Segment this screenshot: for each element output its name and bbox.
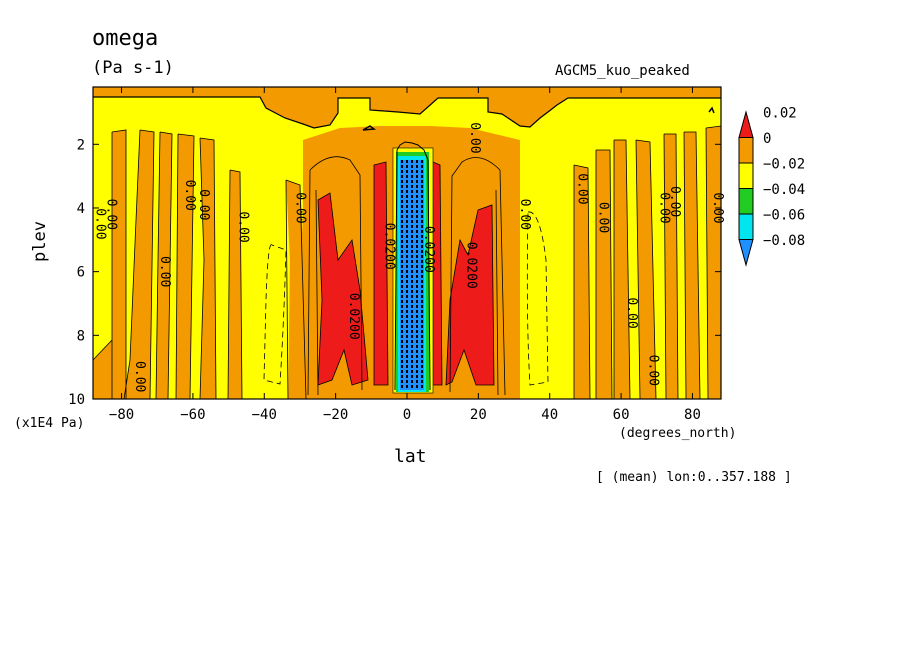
positive-column (614, 140, 630, 399)
colorbar-swatch (738, 239, 754, 267)
colorbar-swatch (738, 213, 754, 240)
positive-column (664, 134, 678, 399)
colorbar-swatch (738, 137, 754, 164)
colorbar-label: 0.02 (763, 106, 797, 122)
contour-label: 0.00 (467, 122, 482, 153)
strong-positive-region (317, 192, 369, 386)
contour-label: 0.00 (235, 211, 250, 242)
x-tick-label: −20 (323, 407, 348, 423)
colorbar-swatch (738, 162, 754, 189)
chart-units: (Pa s-1) (92, 58, 174, 78)
contour-label: 0.0200 (464, 242, 479, 289)
zero-contour (93, 96, 721, 129)
contour-label: 0.00 (196, 189, 211, 220)
positive-column (684, 132, 700, 399)
contour-labels: 0.000.000.000.000.00 0.000.000.000.02000.… (93, 122, 725, 392)
averaging-note: [ (mean) lon:0..357.188 ] (596, 470, 792, 485)
core-contours (401, 160, 423, 390)
x-tick-label: 0 (403, 407, 411, 423)
model-label: AGCM5_kuo_peaked (555, 63, 690, 79)
contour-label: 0.00 (656, 192, 671, 223)
positive-column (228, 170, 242, 399)
y-tick-label: 4 (77, 201, 85, 217)
x-axis-label: lat (394, 446, 427, 467)
y-tick-label: 10 (68, 392, 85, 408)
positive-column (93, 340, 112, 399)
colorbar-label: −0.08 (763, 233, 805, 249)
positive-column (200, 138, 216, 399)
colorbar-label: 0 (763, 131, 771, 147)
contour-label: 0.00 (132, 361, 147, 392)
contour-label: 0.00 (157, 256, 172, 287)
positive-column (596, 150, 612, 399)
contour-line (92, 125, 722, 400)
contour-label: 0.00 (710, 192, 725, 223)
contour-line (362, 106, 715, 131)
x-tick-label: 80 (684, 407, 701, 423)
contour-label: 0.00 (667, 186, 682, 217)
colorbar-label: −0.04 (763, 182, 805, 198)
y-tick-label: 8 (77, 328, 85, 344)
y-tick-label: 6 (77, 265, 85, 281)
contour-label: 0.00 (624, 297, 639, 328)
x-tick-label: 60 (613, 407, 630, 423)
colorbar-swatch (738, 110, 754, 138)
y-axis-units: (x1E4 Pa) (14, 416, 85, 431)
positive-column (112, 130, 126, 399)
plot-field (92, 87, 722, 400)
contour-label: 0.00 (646, 355, 661, 386)
x-tick-label: −60 (180, 407, 205, 423)
positive-column (176, 134, 194, 399)
x-tick-label: 40 (541, 407, 558, 423)
colorbar-label: −0.02 (763, 157, 805, 173)
x-tick-label: 20 (470, 407, 487, 423)
contour-label: 0.00 (93, 208, 108, 239)
positive-column (574, 165, 590, 399)
positive-column (706, 126, 721, 399)
contour-label: 0.0200 (346, 293, 361, 340)
positive-column (636, 140, 656, 399)
y-tick-label: 2 (77, 137, 85, 153)
colorbar-label: −0.06 (763, 208, 805, 224)
contour-label: 0.00 (292, 192, 307, 223)
core-outline (394, 141, 431, 391)
positive-column (156, 132, 172, 399)
axes: −80 −60 −40 −20 0 20 40 60 80 2 4 6 8 10 (68, 87, 721, 423)
strong-positive-region (445, 204, 495, 386)
colorbar-swatch (738, 188, 754, 215)
contour-label: 0.00 (574, 173, 589, 204)
chart-title: omega (92, 26, 159, 51)
x-tick-label: −40 (252, 407, 277, 423)
contour-label: 0.0200 (382, 223, 397, 270)
contour-label: 0.00 (517, 199, 532, 230)
colorbar: 0.02 0 −0.02 −0.04 −0.06 −0.08 (738, 106, 805, 267)
x-tick-label: −80 (109, 407, 134, 423)
contour-line (307, 156, 506, 396)
contour-label: 0.00 (596, 202, 611, 233)
contour-label: 0.00 (182, 180, 197, 211)
x-axis-units: (degrees_north) (619, 426, 737, 441)
contour-label: 0.0200 (421, 226, 436, 273)
negative-contour-dashed (263, 211, 549, 386)
strong-positive-region (373, 161, 389, 386)
contour-label: 0.00 (103, 199, 118, 230)
